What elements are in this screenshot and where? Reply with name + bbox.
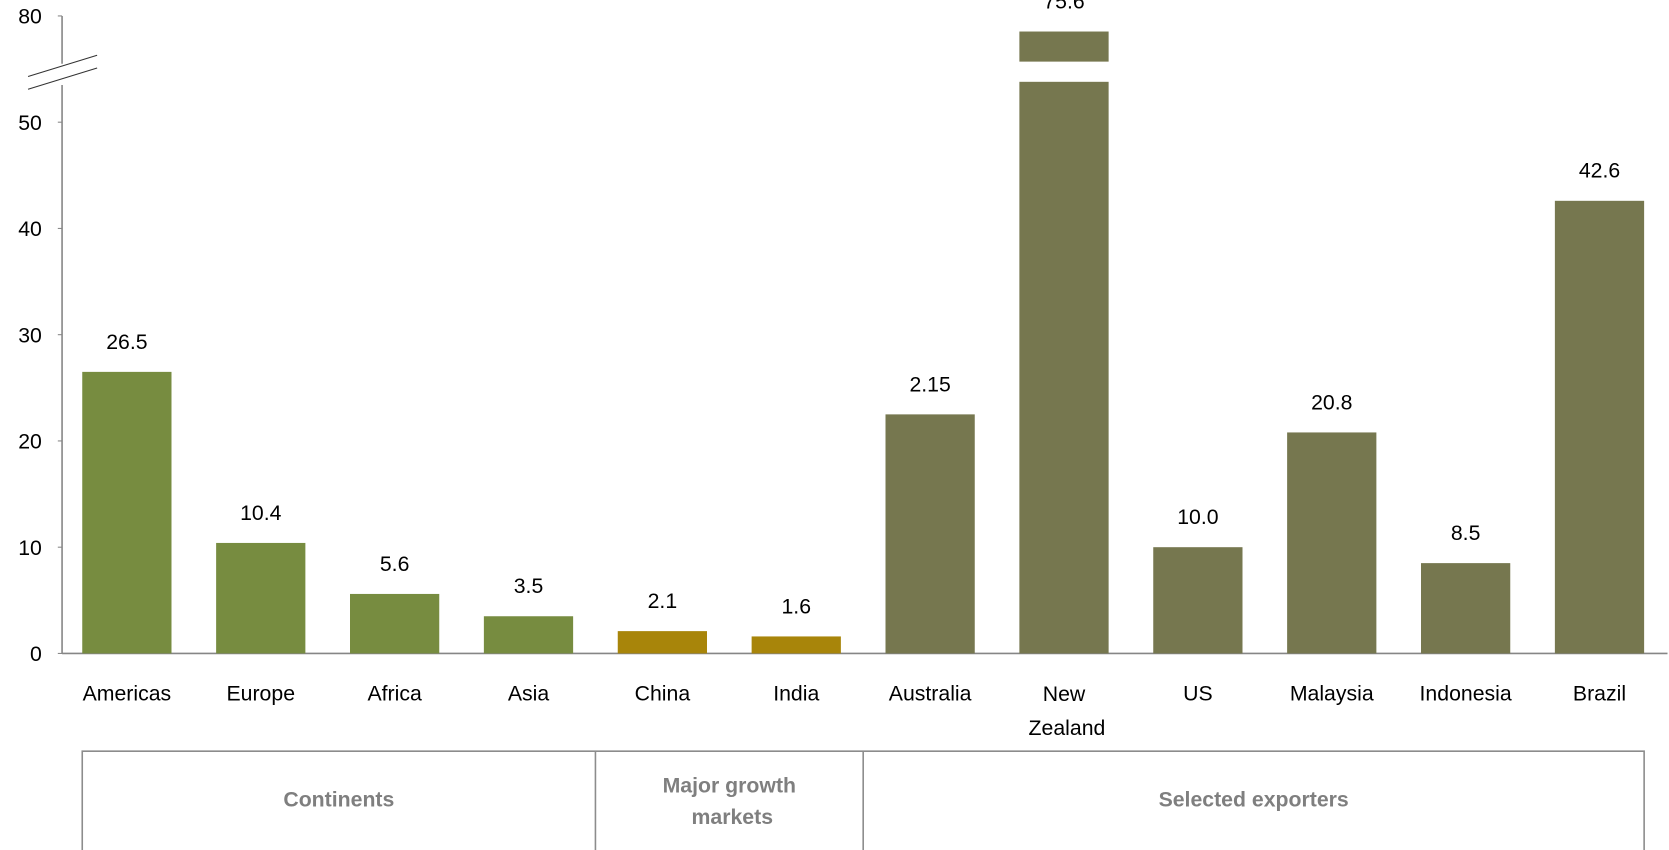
y-tick-label: 50	[18, 111, 42, 135]
y-tick-label: 0	[30, 642, 42, 666]
x-tick-label: China	[635, 681, 691, 705]
x-tick-label: Malaysia	[1290, 681, 1374, 705]
y-tick-label: 20	[18, 430, 42, 454]
data-label: 26.5	[106, 330, 147, 354]
data-label: 1.6	[781, 594, 811, 618]
x-tick-label: Europe	[226, 681, 295, 705]
bar	[216, 542, 306, 654]
x-tick-label: Indonesia	[1420, 681, 1512, 705]
bar	[82, 371, 172, 654]
y-tick-label: 80	[18, 5, 42, 29]
axis-break-gap	[58, 63, 66, 85]
bar	[350, 593, 440, 654]
x-tick-label: India	[773, 681, 819, 705]
data-label: 2.1	[648, 589, 678, 613]
data-label: 5.6	[380, 552, 410, 576]
bar	[617, 631, 707, 654]
bar	[1019, 31, 1109, 654]
x-tick-label: Asia	[508, 681, 550, 705]
y-tick-label: 30	[18, 323, 42, 347]
data-label: 42.6	[1579, 159, 1620, 183]
axis-break	[27, 67, 98, 90]
data-label: 3.5	[514, 574, 544, 598]
bar	[483, 616, 574, 654]
data-label: 10.4	[240, 501, 282, 525]
bar-break	[1017, 61, 1111, 82]
bar	[885, 414, 975, 654]
y-tick-label: 40	[18, 217, 42, 241]
x-tick-label: US	[1183, 681, 1213, 705]
bar	[751, 636, 841, 654]
bar	[1287, 432, 1377, 654]
data-label: 8.5	[1451, 521, 1481, 545]
bar	[1421, 563, 1511, 654]
data-label: 10.0	[1177, 505, 1218, 529]
x-tick-label: Australia	[889, 681, 972, 705]
bar	[1153, 547, 1243, 654]
data-label: 75.6	[1043, 0, 1084, 13]
x-tick-label: Americas	[83, 681, 172, 705]
y-tick-label: 10	[18, 536, 42, 560]
data-label: 20.8	[1311, 390, 1352, 414]
x-tick-label: Africa	[367, 681, 422, 705]
group-label: Major growth markets	[663, 773, 796, 829]
group-label: Continents	[283, 788, 394, 812]
axis-break	[27, 54, 98, 78]
x-tick-label: New Zealand	[1023, 681, 1106, 739]
bar	[1554, 200, 1645, 654]
group-label: Selected exporters	[1159, 788, 1349, 812]
x-tick-label: Brazil	[1573, 681, 1626, 705]
data-label: 2.15	[909, 372, 950, 396]
